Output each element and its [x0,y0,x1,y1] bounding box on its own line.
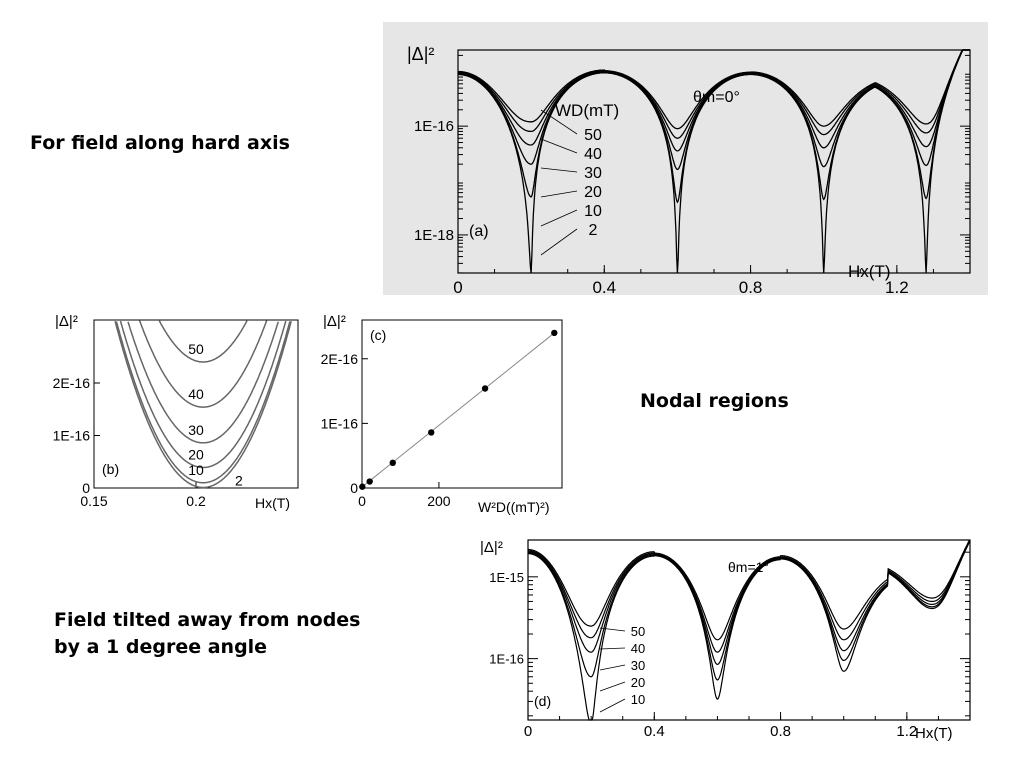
chart-b-series-line [114,320,292,489]
chart-a-leader-line [540,209,578,227]
chart-c-point [359,483,366,490]
chart-d-series-label: 40 [631,641,645,656]
chart-d-series-line [528,540,971,721]
chart-c: 0 1E-16 2E-16 0 200 |Δ|² W²D((mT)²) (c) [321,313,563,515]
chart-c-frame [361,319,563,489]
chart-a-series-label: 10 [584,203,602,220]
chart-a-series-line [457,49,970,139]
chart-b-xtick-label: 0.2 [186,493,206,509]
chart-a-series-label: 20 [584,184,602,201]
chart-d-xlabel: Hx(T) [915,725,953,742]
chart-d-leader-line [599,681,626,692]
chart-c-point [366,478,373,485]
chart-b-series-label: 30 [188,422,204,438]
chart-b-ytick-label: 1E-16 [53,428,91,444]
chart-b-ytick-label: 2E-16 [53,375,91,391]
chart-a-leader-line [540,228,578,256]
chart-a-xtick-label: 0.4 [592,278,616,295]
chart-b-series-label: 10 [188,462,204,478]
chart-a-leader-line [540,190,578,198]
chart-b-series-label: 40 [188,386,204,402]
chart-d-xtick-label: 0.8 [770,723,791,740]
chart-a-series-label: 50 [584,127,602,144]
chart-c-point [481,385,489,392]
chart-d-xtick-label: 0 [524,723,532,740]
chart-a-panel-label: (a) [469,223,489,240]
chart-b-xlabel: Hx(T) [255,495,290,511]
chart-b-series-line [158,320,248,363]
chart-b-ylabel: |Δ|² [55,313,78,330]
chart-a-xtick-label: 0.8 [739,278,763,295]
chart-d-leader-line [599,698,626,713]
chart-d-series-label: 50 [631,624,645,639]
chart-b-xtick-label: 0.15 [80,493,107,509]
chart-d-ytick-label: 1E-15 [489,570,524,585]
caption-hard-axis: For field along hard axis [30,132,290,154]
chart-d-annotation: θm=1° [728,559,769,575]
chart-d-series-label: 10 [631,692,645,707]
chart-a-leader-line [540,109,578,135]
chart-a-xtick-label: 1.2 [885,278,909,295]
chart-a-leader-line [540,167,578,173]
chart-a-leader-line [540,138,578,154]
chart-b-series-line [119,320,287,469]
chart-d-series-line [528,539,971,641]
chart-c-xtick-label: 200 [427,493,451,509]
chart-d-series-line [527,539,971,666]
chart-d-leader-line [599,627,626,632]
chart-c-ylabel: |Δ|² [323,313,346,330]
chart-a: 1E-16 1E-18 0 0.4 0.8 1.2 |Δ|² Hx(T) (a) θm=… [383,22,988,295]
chart-b-series-label: 20 [188,447,204,463]
chart-d-panel-label: (d) [534,693,551,709]
chart-c-panel-label: (c) [370,327,386,343]
chart-b-ytick-label: 0 [82,480,90,496]
chart-d-xtick-label: 1.2 [896,723,917,740]
chart-b-series-line [127,321,280,444]
chart-c-point [428,429,435,436]
chart-c-ytick-label: 0 [350,480,358,496]
chart-b-series-label: 2 [235,472,243,488]
chart-d-series-line [528,539,971,653]
chart-c-ytick-label: 2E-16 [321,351,359,367]
chart-a-series-label: 30 [584,165,602,182]
chart-a-ytick-label: 1E-16 [414,118,454,135]
chart-a-ylabel: |Δ|² [407,44,434,64]
chart-d-ytick-label: 1E-16 [489,652,524,667]
chart-a-xlabel: Hx(T) [848,262,890,281]
chart-a-series-line [458,49,970,274]
chart-a-legend-title: WD(mT) [555,101,619,120]
chart-d-leader-line [599,664,626,671]
chart-b-series-label: 50 [188,341,204,357]
chart-a-xtick-label: 0 [453,278,462,295]
chart-a-ytick-label: 1E-18 [414,227,454,244]
chart-d-series-label: 30 [631,658,645,673]
chart-a-series-label: 2 [589,222,598,239]
chart-a-annotation: θm=0° [693,89,740,106]
chart-d: 1E-15 1E-16 0 0.4 0.8 1.2 50 40 30 20 10 |Δ|² Hx… [480,539,971,742]
chart-b-series-line [138,320,268,408]
chart-a-series-label: 40 [584,146,602,163]
chart-d-leader-line [599,647,626,650]
caption-tilted-line2: by a 1 degree angle [54,636,268,658]
chart-d-series-label: 20 [631,675,645,690]
chart-d-ylabel: |Δ|² [480,539,503,556]
caption-tilted-line1: Field tilted away from nodes [54,609,361,631]
chart-b-series-line [115,321,291,484]
chart-b-panel-label: (b) [102,461,119,477]
chart-c-xtick-label: 0 [358,493,366,509]
chart-c-point [551,329,558,337]
chart-d-xtick-label: 0.4 [644,723,665,740]
caption-nodal-regions: Nodal regions [640,390,789,412]
chart-c-ytick-label: 1E-16 [321,415,359,431]
chart-c-xlabel: W²D((mT)²) [478,499,550,515]
chart-c-point [389,459,396,466]
